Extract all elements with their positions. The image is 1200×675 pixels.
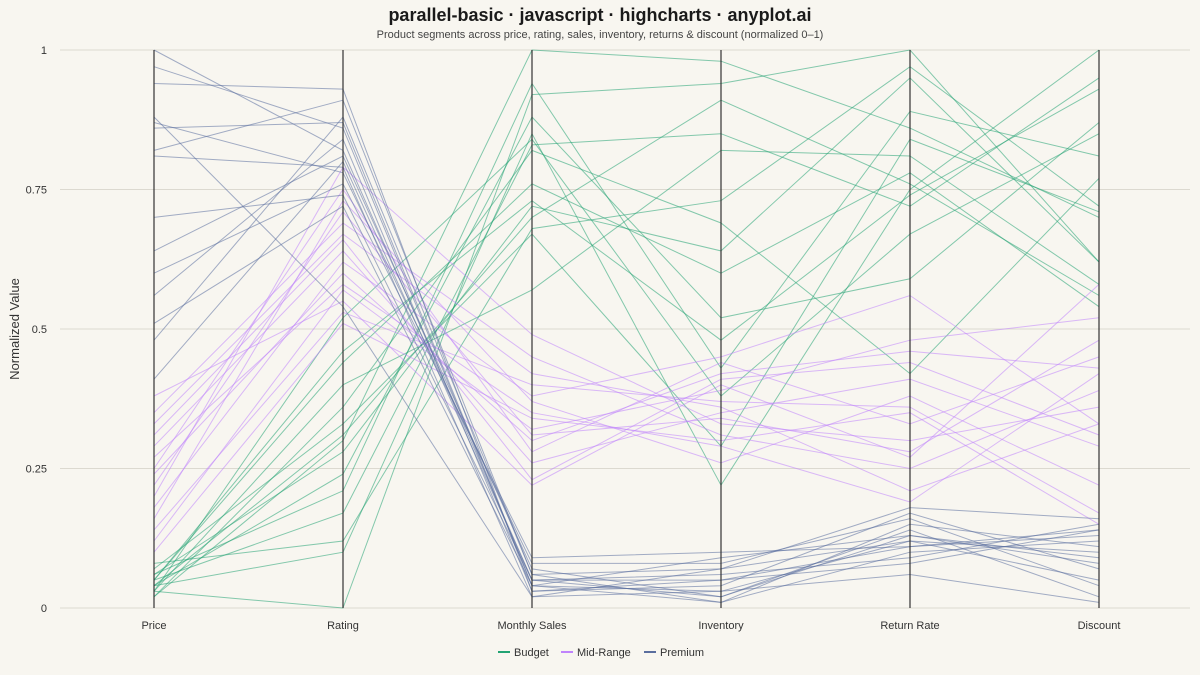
series-line xyxy=(153,122,1100,587)
series-line xyxy=(153,77,1100,581)
series-line xyxy=(153,199,1100,519)
series-mid-range xyxy=(153,166,1100,553)
legend-item[interactable]: Mid-Range xyxy=(561,647,631,659)
axis-label: Return Rate xyxy=(880,620,939,632)
series-line xyxy=(153,77,1100,575)
axis-label: Price xyxy=(141,620,166,632)
y-tick-label: 0.5 xyxy=(32,324,47,336)
series-line xyxy=(153,261,1100,508)
series-line xyxy=(153,49,1100,609)
axis-label: Rating xyxy=(327,620,359,632)
series-line xyxy=(153,238,1100,481)
series-line xyxy=(153,99,1100,587)
series-line xyxy=(153,66,1100,564)
chart-title: parallel-basic · javascript · highcharts… xyxy=(388,5,811,25)
y-tick-label: 0.75 xyxy=(26,185,47,197)
series-line xyxy=(153,210,1100,486)
series-line xyxy=(153,149,1100,598)
legend-item[interactable]: Budget xyxy=(498,647,549,659)
series-line xyxy=(153,322,1100,553)
series-line xyxy=(153,88,1100,581)
series-line xyxy=(153,194,1100,581)
series-line xyxy=(153,83,1100,592)
legend: Budget Mid-Range Premium xyxy=(498,647,704,659)
series-line xyxy=(153,116,1100,598)
series-line xyxy=(153,284,1100,486)
series-lines xyxy=(153,49,1100,609)
axis-label: Discount xyxy=(1078,620,1121,632)
series-line xyxy=(153,49,1100,587)
series-line xyxy=(153,250,1100,464)
series-line xyxy=(153,205,1100,587)
legend-item[interactable]: Premium xyxy=(644,647,704,659)
series-line xyxy=(153,166,1100,497)
chart-subtitle: Product segments across price, rating, s… xyxy=(377,29,824,41)
legend-label: Budget xyxy=(514,647,549,659)
parallel-axes: Price Rating Monthly Sales Inventory Return … xyxy=(141,50,1120,632)
y-tick-label: 0.25 xyxy=(26,464,47,476)
series-line xyxy=(153,172,1100,581)
y-tick-label: 1 xyxy=(41,45,47,57)
axis-label: Monthly Sales xyxy=(497,620,567,632)
series-line xyxy=(153,160,1100,581)
series-line xyxy=(153,49,1100,598)
series-line xyxy=(153,133,1100,592)
y-axis-label: Normalized Value xyxy=(7,278,22,380)
series-line xyxy=(153,66,1100,603)
series-line xyxy=(153,99,1100,576)
series-line xyxy=(153,121,1100,603)
series-line xyxy=(153,311,1100,531)
series-line xyxy=(153,116,1100,587)
series-line xyxy=(153,233,1100,492)
y-tick-labels: 0 0.25 0.5 0.75 1 xyxy=(26,45,47,615)
series-line xyxy=(153,272,1100,475)
legend-label: Mid-Range xyxy=(577,647,631,659)
series-line xyxy=(153,82,1100,575)
series-premium xyxy=(153,49,1100,603)
series-line xyxy=(153,289,1100,542)
series-line xyxy=(153,138,1100,570)
grid-lines xyxy=(60,49,1190,609)
axis-label: Inventory xyxy=(698,620,744,632)
series-line xyxy=(153,183,1100,559)
series-budget xyxy=(153,49,1100,609)
y-tick-label: 0 xyxy=(41,603,47,615)
legend-label: Premium xyxy=(660,647,704,659)
series-line xyxy=(153,138,1100,592)
